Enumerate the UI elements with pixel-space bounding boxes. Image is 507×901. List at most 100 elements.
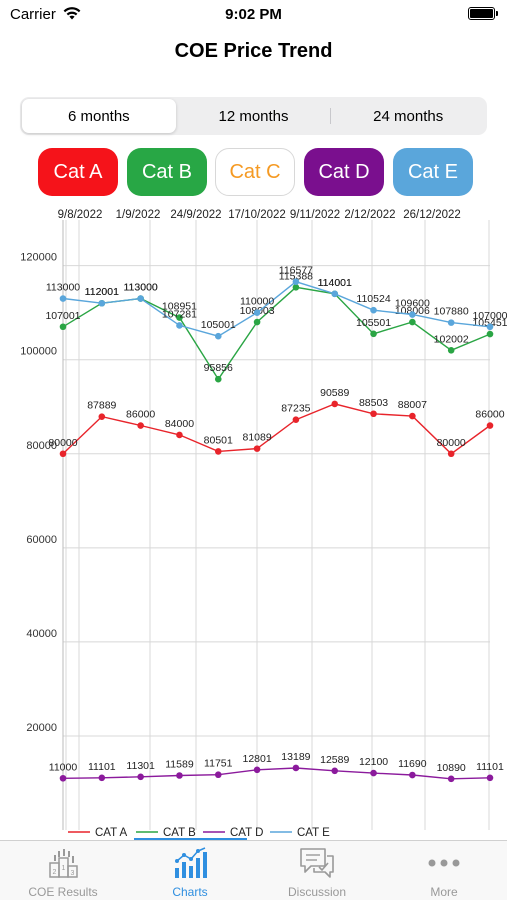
cat-b-button[interactable]: Cat B (127, 148, 207, 196)
data-point (214, 771, 222, 779)
svg-text:2: 2 (53, 869, 57, 876)
data-label: 80000 (437, 437, 466, 449)
x-tick-label: 24/9/2022 (170, 209, 221, 221)
data-point (292, 764, 300, 772)
segment-12-months[interactable]: 12 months (218, 107, 289, 125)
data-label: 80000 (48, 437, 77, 449)
legend-label: CAT A (95, 827, 127, 839)
data-label: 86000 (126, 409, 155, 421)
price-trend-chart[interactable]: 20000 40000 60000 80000 100000 120000 9/8/2022… (0, 200, 507, 840)
data-label: 11301 (126, 760, 155, 772)
data-point (253, 766, 261, 774)
data-point (331, 290, 339, 298)
data-point (98, 774, 106, 782)
data-point (331, 767, 339, 775)
data-label: 88503 (359, 397, 388, 409)
data-label: 108951 (162, 301, 197, 313)
cat-d-button[interactable]: Cat D (304, 148, 384, 196)
data-label: 12100 (359, 756, 388, 768)
data-label: 13189 (281, 751, 310, 763)
page-title: COE Price Trend (174, 40, 333, 62)
data-label: 105001 (201, 319, 236, 331)
data-label: 11690 (398, 758, 427, 770)
data-label: 12589 (320, 754, 349, 766)
data-label: 110000 (240, 296, 274, 308)
data-point (292, 278, 300, 286)
data-point (370, 306, 377, 314)
data-point (59, 323, 67, 331)
data-point (253, 309, 261, 316)
data-point (176, 314, 183, 321)
legend-selection-underline (134, 838, 247, 841)
tab-label: Charts (172, 885, 208, 899)
x-tick-label: 9/8/2022 (58, 209, 103, 221)
data-label: 84000 (165, 418, 194, 430)
data-label: 115388 (279, 270, 313, 282)
data-label: 116577 (279, 265, 313, 277)
tab-more[interactable]: More (381, 841, 507, 901)
data-point (98, 413, 106, 420)
status-bar: Carrier 9:02 PM (0, 0, 507, 30)
data-point (447, 775, 455, 783)
data-label: 10890 (437, 762, 466, 774)
data-point (214, 375, 222, 383)
tab-coe-results[interactable]: 2 1 3 COE Results (0, 841, 126, 901)
data-point (176, 431, 183, 439)
y-tick-label: 40000 (26, 628, 57, 640)
y-tick-label: 80000 (26, 440, 57, 452)
data-point (370, 410, 377, 418)
data-point (447, 346, 455, 354)
segment-24-months[interactable]: 24 months (373, 107, 444, 125)
data-point (409, 771, 416, 779)
data-point (59, 450, 67, 458)
data-point (137, 422, 144, 429)
x-tick-label: 9/11/2022 (290, 209, 340, 221)
data-label: 107880 (434, 306, 469, 318)
more-dots-icon (428, 859, 460, 867)
cat-e-button[interactable]: Cat E (393, 148, 473, 196)
data-point (370, 769, 377, 777)
carrier-label: Carrier (10, 6, 56, 23)
data-point (292, 416, 300, 424)
data-label: 87889 (87, 400, 116, 412)
x-tick-label: 26/12/2022 (403, 209, 461, 221)
data-label: 110524 (356, 293, 390, 305)
tab-charts[interactable]: Charts (127, 841, 253, 901)
tab-bar: 2 1 3 COE Results Charts Di (0, 840, 507, 900)
tab-label: More (430, 885, 458, 899)
data-point (486, 330, 494, 338)
svg-text:1: 1 (62, 865, 66, 872)
y-tick-label: 60000 (26, 534, 57, 546)
data-point (409, 412, 416, 420)
data-label: 81089 (242, 432, 271, 444)
data-point (447, 450, 455, 458)
data-point (176, 322, 183, 329)
data-label: 11101 (88, 761, 116, 773)
data-label: 105501 (356, 317, 391, 329)
tab-discussion[interactable]: Discussion (254, 841, 380, 901)
data-label: 107281 (162, 308, 197, 320)
x-tick-label: 2/12/2022 (344, 209, 395, 221)
y-tick-label: 120000 (20, 252, 57, 264)
y-tick-label: 20000 (26, 722, 57, 734)
podium-icon: 2 1 3 (49, 849, 78, 878)
chat-bubbles-icon (300, 848, 334, 878)
legend-label: CAT B (163, 827, 196, 839)
data-point (98, 299, 106, 307)
data-point (486, 323, 494, 331)
cat-a-button[interactable]: Cat A (38, 148, 118, 196)
data-label: 114001 (318, 277, 352, 289)
data-label: 11751 (204, 758, 233, 770)
data-point (59, 295, 67, 302)
period-segmented-control: 6 months 12 months 24 months (20, 97, 487, 135)
data-label: 95856 (204, 362, 233, 374)
data-label: 11589 (165, 758, 194, 770)
data-point (214, 332, 222, 340)
data-point (137, 295, 144, 302)
wifi-icon (63, 7, 81, 20)
clock: 9:02 PM (225, 6, 282, 23)
segment-6-months[interactable]: 6 months (22, 99, 176, 133)
cat-c-button[interactable]: Cat C (215, 148, 295, 196)
svg-text:3: 3 (71, 870, 75, 877)
data-label: 11000 (49, 761, 78, 773)
